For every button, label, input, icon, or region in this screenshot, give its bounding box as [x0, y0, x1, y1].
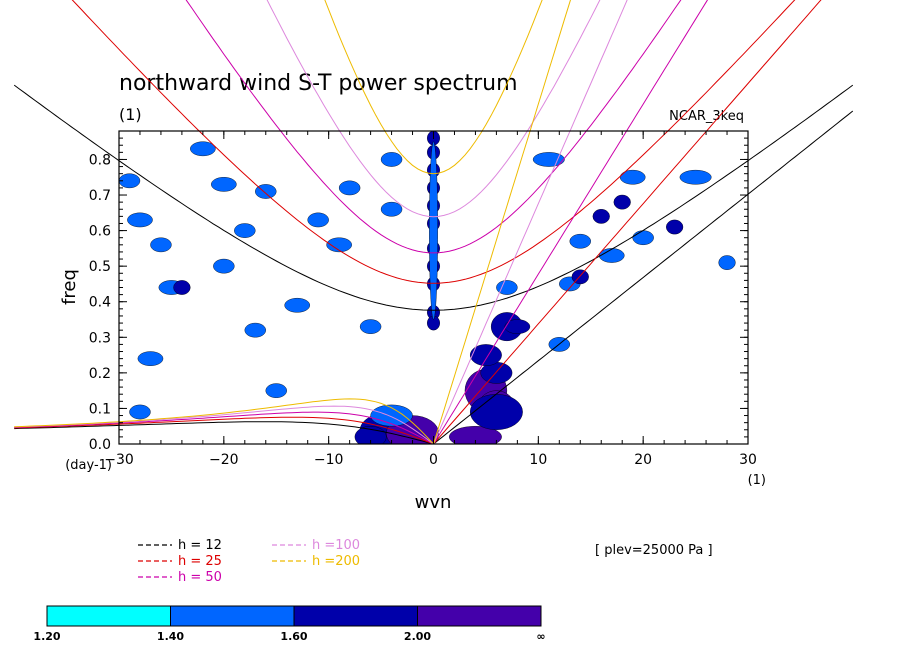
rossby-curve — [14, 411, 434, 445]
contour-patch — [613, 194, 631, 210]
contour-patch — [338, 180, 361, 196]
x-axis: −30 −20 −10 0 10 20 30 — [104, 131, 757, 468]
rossby-curve — [14, 416, 434, 445]
x-tick-label: 0 — [429, 452, 438, 468]
colorbar-label: 1.20 — [33, 630, 60, 643]
y-tick-label: 0.7 — [89, 188, 111, 204]
contour-patch — [718, 255, 736, 270]
y-tick-label: 0.4 — [89, 295, 111, 311]
legend-label: h =100 — [312, 538, 360, 553]
y-tick-label: 0.3 — [89, 330, 111, 346]
y-unit-label: (day-1) — [65, 458, 112, 473]
colorbar-label: ∞ — [536, 630, 545, 643]
gravity-curve — [324, 0, 543, 175]
x-tick-label: 10 — [529, 452, 547, 468]
chart-subtitle-left: (1) — [119, 105, 142, 124]
colorbar-label: 1.60 — [280, 630, 307, 643]
contour-patch — [666, 219, 684, 235]
colorbar: 1.20 1.40 1.60 2.00 ∞ — [33, 605, 546, 643]
legend-label: h = 12 — [178, 538, 222, 553]
contour-patch — [173, 280, 191, 295]
contour-patch — [469, 394, 523, 430]
contour-patch — [211, 177, 237, 192]
kelvin-curve — [433, 110, 854, 445]
y-tick-label: 0.0 — [89, 437, 111, 453]
contour-fills — [119, 131, 736, 444]
y-tick-label: 0.8 — [89, 152, 111, 168]
y-tick-label: 0.2 — [89, 366, 111, 382]
contour-patch — [129, 404, 151, 420]
contour-patch — [532, 152, 565, 167]
contour-patch — [496, 280, 518, 295]
contour-patch — [504, 319, 531, 334]
contour-patch — [359, 319, 382, 334]
colorbar-segment — [417, 605, 542, 627]
kelvin-curve — [433, 0, 709, 445]
contour-patch — [429, 141, 438, 320]
colorbar-label: 2.00 — [404, 630, 431, 643]
contour-patch — [265, 383, 287, 398]
chart-subtitle-right: NCAR_3keq — [669, 109, 744, 124]
contour-patch — [213, 258, 235, 274]
contour-patch — [592, 209, 610, 224]
legend-label: h = 25 — [178, 554, 222, 569]
contour-patch — [190, 141, 216, 157]
contour-patch — [380, 201, 403, 217]
contour-patch — [632, 230, 654, 246]
rossby-curve — [14, 421, 434, 445]
rossby-curve — [14, 398, 434, 445]
y-axis-label: freq — [59, 269, 80, 305]
gravity-curve — [266, 0, 601, 218]
x-tick-label: −20 — [209, 452, 239, 468]
y-tick-label: 0.6 — [89, 224, 111, 240]
x-tick-label: 20 — [634, 452, 652, 468]
contour-patch — [255, 184, 277, 199]
x-tick-label: 30 — [739, 452, 757, 468]
colorbar-label: 1.40 — [157, 630, 184, 643]
colorbar-segment — [293, 605, 418, 627]
legend-label: h =200 — [312, 554, 360, 569]
y-tick-label: 0.1 — [89, 401, 111, 417]
x-unit-label: (1) — [748, 473, 766, 488]
kelvin-curve — [433, 0, 822, 445]
kelvin-curve — [433, 0, 628, 445]
contour-patch — [307, 212, 329, 228]
chart-title: northward wind S-T power spectrum — [119, 71, 518, 96]
colorbar-segment — [46, 605, 171, 627]
gravity-curve — [13, 84, 854, 311]
x-axis-label: wvn — [415, 492, 452, 513]
gravity-curve — [71, 0, 796, 284]
contour-patch — [284, 297, 310, 313]
contour-patch — [598, 248, 625, 263]
plev-annotation: [ plev=25000 Pa ] — [595, 543, 713, 558]
contour-patch — [469, 344, 502, 366]
contour-patch — [326, 237, 352, 253]
contour-patch — [449, 426, 502, 444]
contour-patch — [380, 152, 403, 167]
y-axis: 0.0 0.1 0.2 0.3 0.4 0.5 0.6 0.7 0.8 — [89, 130, 748, 453]
contour-patch — [244, 322, 266, 338]
x-tick-label: −10 — [314, 452, 344, 468]
colorbar-segment — [170, 605, 295, 627]
contour-patch — [679, 169, 712, 185]
dispersion-curves — [13, 0, 854, 445]
legend-label: h = 50 — [178, 570, 222, 585]
contour-patch — [569, 233, 591, 249]
kelvin-curve — [433, 0, 571, 445]
contour-patch — [119, 173, 141, 189]
y-tick-label: 0.5 — [89, 259, 111, 275]
contour-patch — [137, 351, 164, 366]
gravity-curve — [185, 0, 682, 254]
contour-patch — [234, 223, 256, 238]
contour-patch — [127, 212, 153, 228]
contour-patch — [619, 169, 646, 185]
contour-patch — [150, 237, 172, 253]
x-tick-label: −30 — [104, 452, 134, 468]
